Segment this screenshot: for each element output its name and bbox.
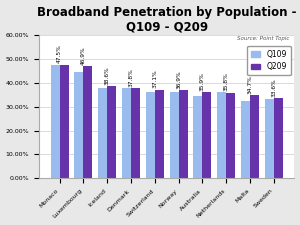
- Legend: Q109, Q209: Q109, Q209: [247, 46, 291, 75]
- Bar: [274, 98, 283, 178]
- Bar: [60, 65, 69, 178]
- Bar: [217, 92, 226, 178]
- Text: 46.9%: 46.9%: [81, 46, 86, 65]
- Bar: [74, 72, 83, 178]
- Bar: [169, 92, 178, 178]
- Bar: [193, 96, 203, 178]
- Text: 34.7%: 34.7%: [248, 75, 253, 94]
- Bar: [146, 92, 155, 178]
- Bar: [265, 99, 274, 178]
- Bar: [226, 93, 235, 178]
- Bar: [202, 92, 211, 178]
- Bar: [178, 90, 188, 178]
- Bar: [83, 66, 92, 178]
- Bar: [107, 86, 116, 178]
- Text: 37.8%: 37.8%: [128, 68, 134, 87]
- Bar: [250, 95, 259, 178]
- Bar: [241, 101, 250, 178]
- Bar: [155, 90, 164, 178]
- Text: 36.9%: 36.9%: [176, 70, 181, 89]
- Text: 38.6%: 38.6%: [105, 66, 110, 85]
- Text: 35.9%: 35.9%: [200, 72, 205, 91]
- Text: 33.6%: 33.6%: [271, 78, 276, 97]
- Text: 47.5%: 47.5%: [57, 45, 62, 63]
- Bar: [98, 88, 107, 178]
- Bar: [131, 88, 140, 178]
- Text: Source: Point Topic: Source: Point Topic: [237, 36, 289, 41]
- Text: 35.8%: 35.8%: [224, 72, 229, 91]
- Text: 37.1%: 37.1%: [152, 70, 157, 88]
- Title: Broadband Penetration by Population -
Q109 - Q209: Broadband Penetration by Population - Q1…: [37, 6, 296, 34]
- Bar: [122, 88, 131, 178]
- Bar: [50, 65, 60, 178]
